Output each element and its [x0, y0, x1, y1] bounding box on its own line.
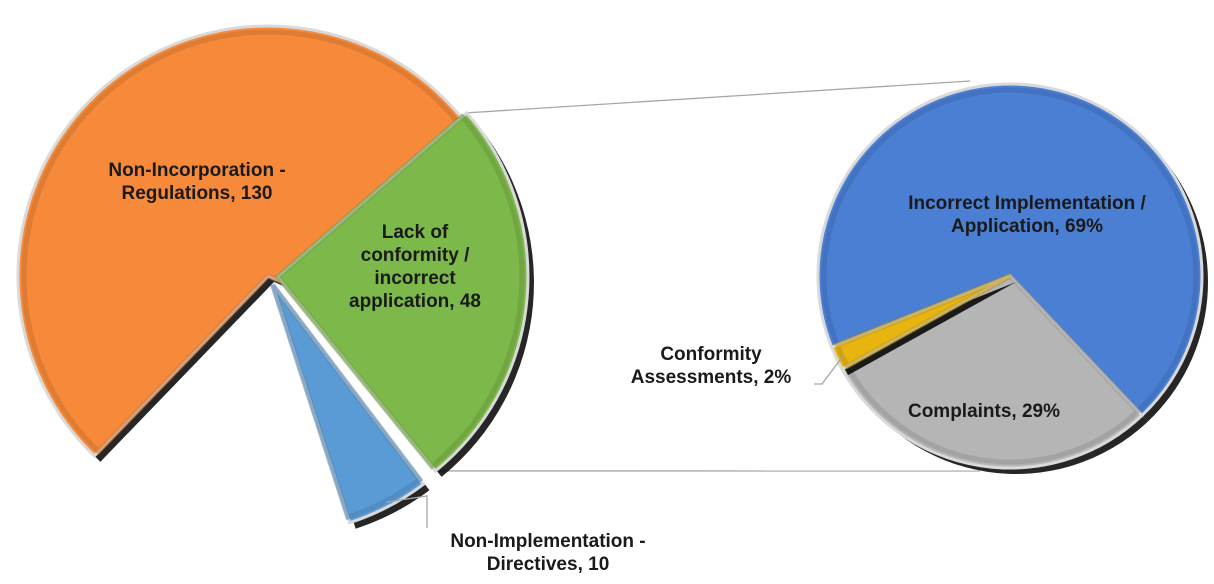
data-label-complaints: Complaints, 29%	[908, 401, 1060, 422]
data-label-non-implementation-directives: Non-Implementation -Directives, 10	[450, 531, 645, 575]
main-pie	[18, 26, 534, 529]
connector-line-top	[467, 81, 970, 113]
